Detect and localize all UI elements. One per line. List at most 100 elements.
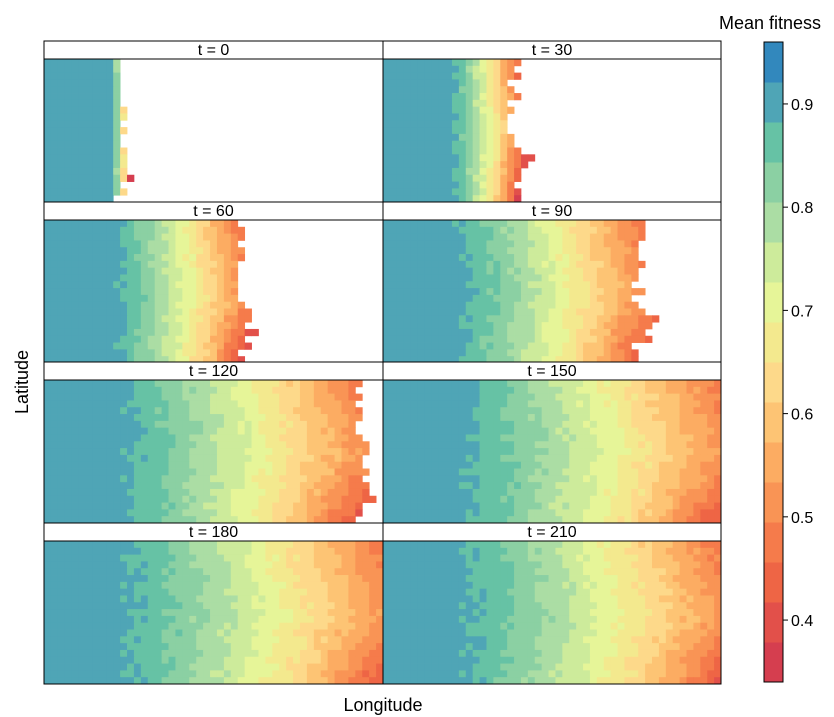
heatmap-cell: [500, 59, 508, 67]
heatmap-cell: [438, 113, 446, 121]
heatmap-cell: [327, 461, 335, 469]
heatmap-cell: [376, 561, 384, 569]
heatmap-cell: [631, 220, 639, 228]
heatmap-cell: [714, 407, 722, 415]
heatmap-cell: [465, 65, 474, 74]
heatmap-cell: [424, 260, 432, 269]
heatmap-cell: [279, 502, 287, 510]
heatmap-cell: [203, 328, 211, 337]
heatmap-cell: [472, 468, 480, 476]
heatmap-cell: [106, 315, 114, 323]
heatmap-cell: [230, 461, 239, 469]
heatmap-cell: [624, 328, 632, 337]
heatmap-cell: [500, 113, 508, 121]
heatmap-cell: [237, 602, 246, 610]
heatmap-cell: [479, 342, 487, 350]
heatmap-cell: [203, 441, 211, 449]
heatmap-cell: [133, 386, 142, 395]
heatmap-cell: [50, 260, 59, 269]
heatmap-cell: [320, 461, 329, 469]
heatmap-cell: [583, 240, 591, 248]
heatmap-cell: [686, 516, 694, 524]
heatmap-cell: [596, 328, 605, 337]
heatmap-cell: [175, 434, 183, 442]
heatmap-cell: [652, 427, 660, 435]
heatmap-cell: [50, 181, 59, 189]
heatmap-cell: [520, 240, 529, 248]
heatmap-cell: [369, 643, 377, 651]
heatmap-cell: [369, 581, 377, 590]
heatmap-cell: [583, 468, 591, 476]
heatmap-cell: [106, 335, 114, 343]
heatmap-cell: [120, 461, 128, 469]
heatmap-cell: [237, 554, 246, 562]
heatmap-cell: [458, 161, 467, 169]
heatmap-cell: [376, 541, 384, 549]
heatmap-cell: [638, 233, 646, 241]
heatmap-cell: [348, 615, 356, 624]
heatmap-cell: [686, 434, 694, 442]
heatmap-cell: [583, 260, 591, 269]
heatmap-cell: [396, 127, 405, 135]
heatmap-cell: [265, 488, 273, 497]
heatmap-cell: [610, 233, 618, 241]
heatmap-cell: [403, 260, 411, 269]
heatmap-cell: [341, 568, 349, 576]
heatmap-cell: [520, 407, 529, 415]
heatmap-cell: [140, 643, 149, 651]
heatmap-cell: [693, 468, 701, 476]
heatmap-cell: [133, 554, 142, 562]
heatmap-cell: [396, 434, 405, 442]
heatmap-cell: [286, 629, 294, 637]
heatmap-cell: [583, 461, 591, 469]
heatmap-cell: [279, 615, 287, 624]
heatmap-cell: [679, 468, 687, 476]
heatmap-cell: [403, 495, 411, 503]
heatmap-cell: [534, 281, 543, 289]
heatmap-cell: [493, 488, 501, 497]
heatmap-cell: [120, 267, 128, 275]
heatmap-cell: [64, 174, 73, 182]
heatmap-cell: [78, 161, 86, 169]
heatmap-cell: [589, 454, 598, 463]
heatmap-cell: [223, 240, 232, 248]
heatmap-cell: [182, 595, 190, 603]
heatmap-cell: [216, 636, 225, 644]
heatmap-cell: [168, 643, 176, 651]
heatmap-cell: [548, 461, 556, 469]
heatmap-cell: [493, 420, 501, 429]
heatmap-cell: [458, 106, 467, 114]
heatmap-cell: [189, 386, 197, 395]
heatmap-cell: [610, 495, 618, 503]
heatmap-cell: [99, 79, 107, 87]
heatmap-cell: [348, 656, 356, 664]
heatmap-cell: [140, 656, 149, 664]
heatmap-cell: [113, 516, 121, 524]
heatmap-cell: [465, 226, 474, 235]
heatmap-cell: [140, 475, 149, 483]
heatmap-cell: [50, 113, 59, 121]
heatmap-cell: [265, 615, 273, 624]
heatmap-cell: [714, 400, 722, 408]
heatmap-cell: [127, 475, 135, 483]
heatmap-cell: [417, 516, 425, 524]
heatmap-cell: [410, 516, 418, 524]
heatmap-cell: [665, 420, 674, 429]
heatmap-cell: [693, 488, 701, 497]
heatmap-cell: [424, 509, 432, 517]
heatmap-cell: [520, 315, 529, 323]
heatmap-cell: [493, 127, 501, 135]
heatmap-cell: [445, 380, 453, 388]
heatmap-cell: [120, 448, 128, 456]
heatmap-cell: [396, 468, 405, 476]
heatmap-cell: [106, 195, 114, 203]
heatmap-cell: [71, 322, 79, 330]
heatmap-cell: [92, 649, 100, 658]
heatmap-cell: [127, 516, 135, 524]
heatmap-cell: [154, 595, 163, 603]
heatmap-cell: [548, 328, 556, 337]
heatmap-cell: [189, 349, 197, 357]
heatmap-cell: [44, 568, 52, 576]
heatmap-cell: [396, 427, 405, 435]
heatmap-cell: [161, 380, 169, 388]
